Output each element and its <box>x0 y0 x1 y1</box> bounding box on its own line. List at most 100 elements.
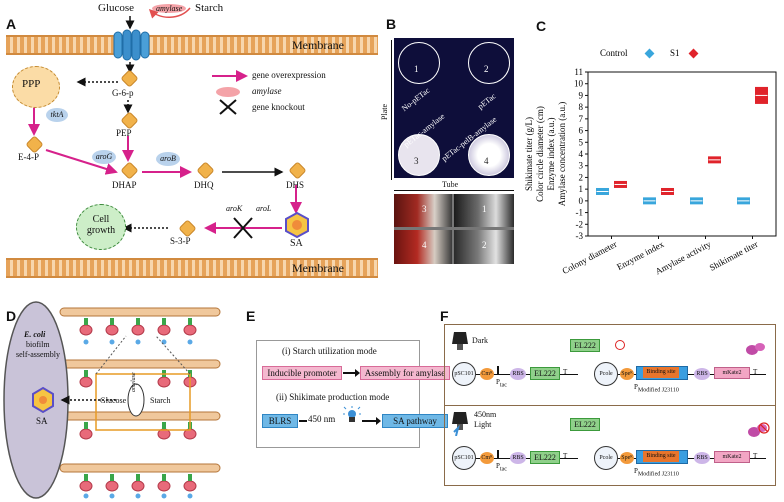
mode2-arrow-a <box>299 420 307 422</box>
rbs-marker-top-2: RBS <box>694 368 710 380</box>
membrane-bottom <box>6 258 378 278</box>
backbone-bottom-1 <box>476 458 578 459</box>
amylase-oval: amylase <box>152 4 187 13</box>
el222-gene-top: EL222 <box>530 367 560 380</box>
inducible-promoter-box: Inducible promoter <box>262 366 342 380</box>
plate-2-label: pETac <box>476 91 498 112</box>
pmod-label-bottom: PModified J23110 <box>634 467 679 478</box>
panel-f-divider <box>444 405 776 406</box>
spe-marker-bottom: Speᴿ <box>620 452 634 464</box>
y-tick-label: 8 <box>579 102 584 112</box>
tkta-enzyme: tktA <box>46 108 68 122</box>
panel-b-letter: B <box>386 16 397 32</box>
box-chart: -3 -2-1 0 1 23 4 56 7 8 910 11 Shikimate titer (g/L… <box>524 48 777 277</box>
ecoli-label: E. coli <box>24 330 46 339</box>
pmod-label-top: PModified J23110 <box>634 383 679 394</box>
ptac-stem-top <box>497 366 499 374</box>
ptac-label-top: Ptac <box>496 378 507 389</box>
y-tick-label: -2 <box>576 219 584 229</box>
cell-growth-label: Cell growth <box>86 214 116 236</box>
panel-e-letter: E <box>246 308 256 324</box>
y-tick-label: 9 <box>579 90 584 100</box>
tube-3-image <box>394 194 452 227</box>
panel-f-letter: F <box>440 308 449 324</box>
plate-photo: 1 2 3 4 No-pETac pETac pETac-amylase pET… <box>394 38 514 178</box>
cell-growth-circle <box>76 204 126 250</box>
panel-c-letter: C <box>536 18 547 34</box>
light-nm-label: 450nm <box>474 410 497 419</box>
plate-2-num: 2 <box>484 64 489 74</box>
inhibit-icon-top <box>615 340 625 350</box>
panel-a-letter: A <box>6 16 17 32</box>
mode2-arrow-b <box>362 420 378 422</box>
sa-pathway-box: SA pathway <box>382 414 448 428</box>
light-lamp-icon <box>452 412 468 436</box>
self-assembly-label: self-assembly <box>16 350 60 359</box>
backbone-top-2 <box>618 374 766 375</box>
el222-gene-bottom: EL222 <box>530 451 560 464</box>
d-sa-label: SA <box>36 416 48 426</box>
el222-protein-bottom: EL222 <box>570 418 600 431</box>
biofilm-label: biofilm <box>26 340 50 349</box>
spe-marker-top: Speᴿ <box>620 368 634 380</box>
mkate-gene-top: mKate2 <box>714 367 750 379</box>
tube-1-num: 1 <box>482 204 487 214</box>
y-axis-label-line: Shikimate titer (g/L) <box>524 117 534 191</box>
plate-4-circle <box>468 134 510 176</box>
biofilm-illustration <box>3 301 221 499</box>
d-starch-label: Starch <box>150 396 171 405</box>
legend-label-1: S1 <box>670 48 680 58</box>
sa-molecule-icon <box>285 212 309 238</box>
dark-lamp-icon <box>452 332 468 350</box>
y-tick-label: 5 <box>579 137 584 147</box>
plate-2-circle <box>468 42 510 84</box>
s3p-label: S-3-P <box>170 236 191 246</box>
transporter-channel-icon <box>113 29 150 61</box>
binding-site-bottom: Binding site <box>643 451 679 462</box>
plate-3-circle <box>398 134 440 176</box>
d-glucose-label: Glucose <box>100 396 127 405</box>
y-tick-label: 0 <box>579 196 584 206</box>
tube-4-image <box>394 230 452 264</box>
dhap-label: DHAP <box>112 180 137 190</box>
y-tick-label: -1 <box>576 208 584 218</box>
membrane-bottom-label: Membrane <box>292 261 344 275</box>
y-axis-label-line: Amylase concentration (a.u.) <box>557 102 567 206</box>
rbs-marker-bottom-2: RBS <box>694 452 710 464</box>
pcole-plasmid-top: Pcole <box>594 362 618 386</box>
rbs-marker-bottom: RBS <box>510 452 526 464</box>
backbone-top-1 <box>476 374 578 375</box>
arob-enzyme: aroB <box>156 152 180 166</box>
y-tick-label: 3 <box>579 161 584 171</box>
ppp-label: PPP <box>22 78 41 90</box>
legend-marker-0 <box>644 48 655 59</box>
cm-marker-top: Cmᴿ <box>480 368 494 380</box>
light-label: Light <box>474 420 492 429</box>
plate-4-num: 4 <box>484 156 489 166</box>
mode1-title: (i) Starch utilization mode <box>282 346 377 356</box>
tube-1-image <box>454 194 514 227</box>
legend-marker-1 <box>688 48 699 59</box>
y-tick-label: 4 <box>579 149 584 159</box>
ptac-label-bottom: Ptac <box>496 462 507 473</box>
el222-protein-top: EL222 <box>570 339 600 352</box>
binding-site-top: Binding site <box>643 367 679 378</box>
ptac-stem-bottom <box>497 450 499 458</box>
mode1-arrow <box>343 372 357 374</box>
plate-bracket <box>391 40 392 180</box>
y-tick-label: 11 <box>574 67 583 77</box>
pathway-arrows <box>28 7 302 239</box>
psc101-plasmid-bottom: pSC101 <box>452 446 476 470</box>
ppp-circle <box>12 66 60 108</box>
pep-label: PEP <box>116 128 132 138</box>
cm-marker-bottom: Cmᴿ <box>480 452 494 464</box>
tube-divider <box>394 190 514 191</box>
glucose-label: Glucose <box>98 2 135 14</box>
tube-3-num: 3 <box>422 204 427 214</box>
backbone-bottom-2 <box>618 458 766 459</box>
y-tick-label: 10 <box>574 79 584 89</box>
arog-enzyme: aroG <box>92 150 116 164</box>
d-amylase-label: amylase <box>131 372 137 392</box>
sa-label: SA <box>290 238 303 249</box>
membrane-top <box>6 35 378 55</box>
